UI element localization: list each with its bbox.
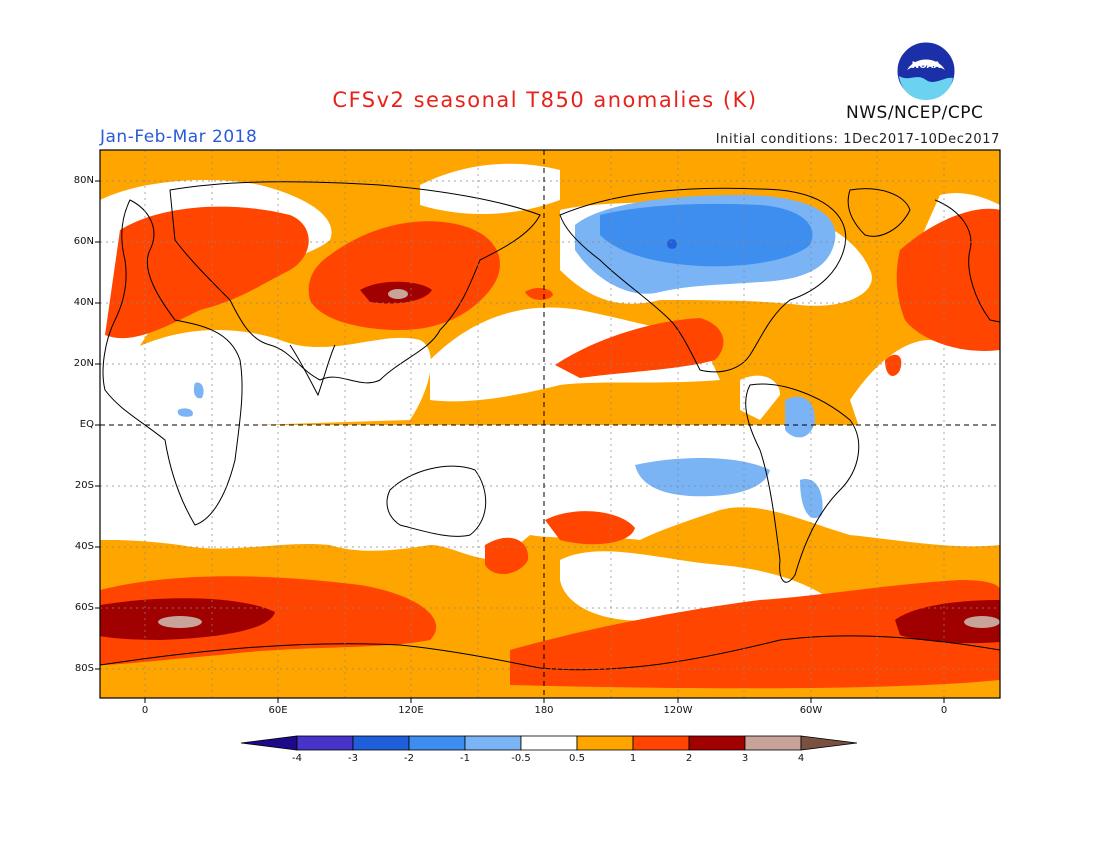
colorbar-segment <box>520 735 578 751</box>
lat-label: 80S <box>74 663 94 674</box>
colorbar-label: -3 <box>348 753 358 764</box>
strong-cold-spot <box>667 239 677 249</box>
agency-label: NWS/NCEP/CPC <box>846 103 984 123</box>
extreme-warm-spots <box>158 289 1000 628</box>
lat-label: EQ <box>79 419 94 430</box>
lon-label: 180 <box>534 705 554 716</box>
lat-label: 60S <box>74 602 94 613</box>
grid-lines <box>100 150 1000 698</box>
initial-conditions: Initial conditions: 1Dec2017-10Dec2017 <box>715 132 1000 147</box>
colorbar-segment <box>240 735 298 751</box>
lat-label: 40N <box>73 297 94 308</box>
colorbar-label: -2 <box>404 753 414 764</box>
colorbar-segment <box>296 735 354 751</box>
lat-label: 20N <box>73 358 94 369</box>
colorbar-label: -0.5 <box>511 753 531 764</box>
lon-label: 0 <box>940 705 948 716</box>
colorbar-segment <box>632 735 690 751</box>
lon-label: 60E <box>268 705 288 716</box>
lat-label: 40S <box>74 541 94 552</box>
tick-marks <box>95 180 945 703</box>
colorbar-segment <box>464 735 522 751</box>
colorbar-segment <box>744 735 802 751</box>
colorbar-label: -4 <box>292 753 302 764</box>
lon-label: 60W <box>799 705 823 716</box>
colorbar-segment <box>352 735 410 751</box>
coastlines <box>100 181 1000 671</box>
colorbar-label: 0.5 <box>569 753 585 764</box>
lon-label: 0 <box>141 705 149 716</box>
lon-label: 120E <box>398 705 424 716</box>
colorbar-segment <box>800 735 858 751</box>
lat-label: 80N <box>73 175 94 186</box>
map-title: CFSv2 seasonal T850 anomalies (K) <box>332 88 758 112</box>
colorbar-segment <box>576 735 634 751</box>
colorbar-segment <box>688 735 746 751</box>
colorbar-label: 3 <box>741 753 749 764</box>
noaa-logo: NOAA <box>896 41 956 101</box>
lon-label: 120W <box>663 705 693 716</box>
lat-label: 60N <box>73 236 94 247</box>
colorbar-segment <box>408 735 466 751</box>
moderate-cold-regions <box>600 203 813 267</box>
colorbar-label: -1 <box>460 753 470 764</box>
map-frame <box>99 149 1001 699</box>
noaa-logo-text: NOAA <box>912 61 941 71</box>
colorbar-label: 4 <box>797 753 805 764</box>
colorbar-label: 1 <box>629 753 637 764</box>
colorbar <box>240 735 858 751</box>
lat-label: 20S <box>74 480 94 491</box>
colorbar-label: 2 <box>685 753 693 764</box>
season-label: Jan-Feb-Mar 2018 <box>100 127 258 147</box>
equator-dateline <box>100 150 1000 698</box>
